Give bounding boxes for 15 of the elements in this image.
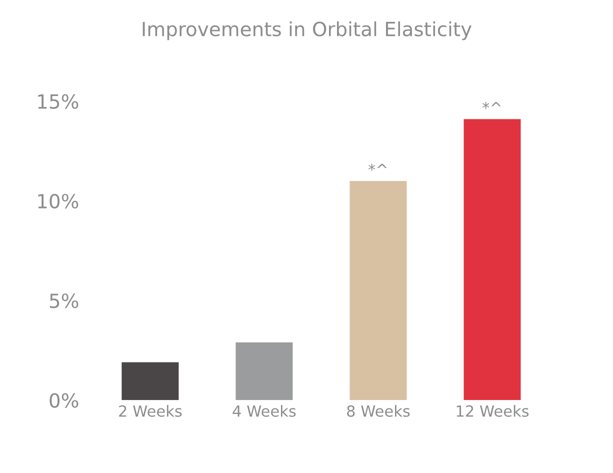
x-tick-label: 2 Weeks [119, 405, 182, 417]
bar [350, 180, 407, 400]
y-tick-label: 0% [50, 393, 78, 408]
x-tick-label: 12 Weeks [456, 405, 529, 417]
chart-title: Improvements in Orbital Elasticity [142, 21, 472, 40]
bar [122, 362, 179, 400]
bar [464, 119, 521, 400]
annotation: *^ [482, 102, 501, 109]
annotation: *^ [368, 164, 387, 171]
y-tick-label: 5% [50, 293, 78, 308]
x-tick-label: 8 Weeks [347, 405, 410, 417]
bar [236, 342, 293, 400]
x-tick-label: 4 Weeks [232, 405, 296, 417]
y-tick-label: 15% [38, 94, 78, 109]
y-tick-label: 10% [38, 194, 78, 209]
